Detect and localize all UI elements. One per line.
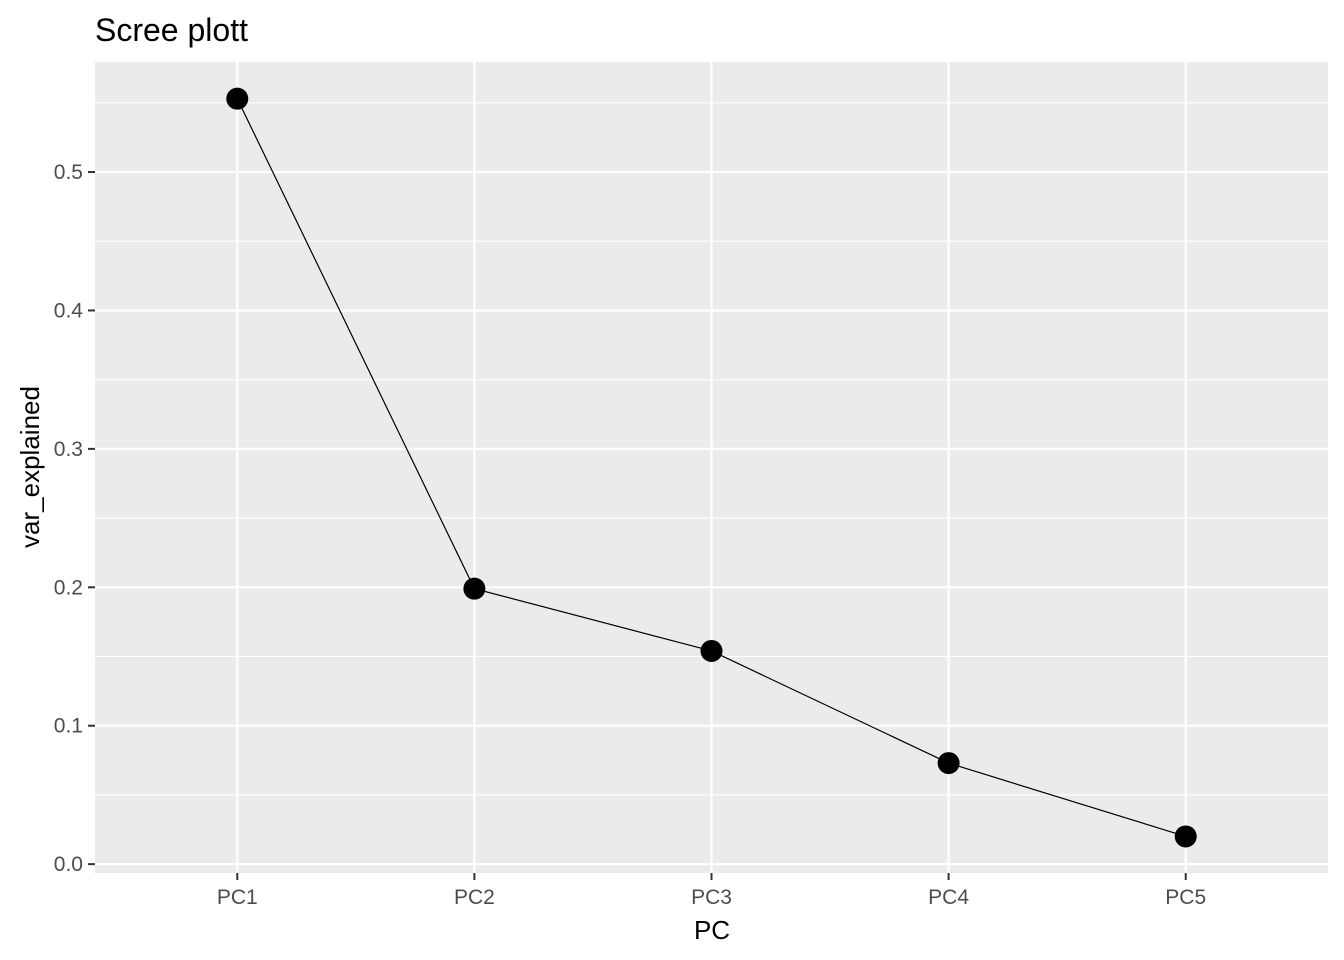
x-tick-label: PC5 xyxy=(1165,886,1206,909)
y-tick-label: 0.0 xyxy=(54,853,83,876)
chart-title: Scree plott xyxy=(95,12,248,48)
data-point xyxy=(463,577,486,600)
y-tick-label: 0.5 xyxy=(54,161,83,184)
x-tick-label: PC4 xyxy=(928,886,969,909)
y-tick-label: 0.3 xyxy=(54,438,83,461)
data-point xyxy=(937,752,960,775)
x-axis-ticks: PC1 PC2 PC3 PC4 PC5 xyxy=(217,873,1206,909)
data-point xyxy=(1174,825,1197,848)
y-tick-label: 0.1 xyxy=(54,715,83,738)
data-point xyxy=(226,87,249,110)
y-axis-title: var_explained xyxy=(15,386,45,548)
data-point xyxy=(700,639,723,662)
x-axis-title: PC xyxy=(694,915,730,945)
major-gridlines xyxy=(95,62,1328,873)
data-points xyxy=(226,87,1197,848)
y-tick-label: 0.4 xyxy=(54,299,84,322)
x-tick-label: PC1 xyxy=(217,886,258,909)
y-tick-label: 0.2 xyxy=(54,576,83,599)
x-tick-label: PC2 xyxy=(454,886,495,909)
y-axis-ticks: 0.0 0.1 0.2 0.3 0.4 0.5 xyxy=(54,161,95,876)
x-tick-label: PC3 xyxy=(691,886,732,909)
